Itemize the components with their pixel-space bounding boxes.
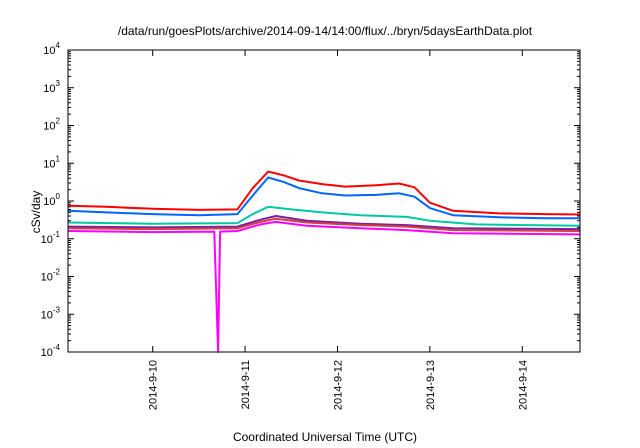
chart-title: /data/run/goesPlots/archive/2014-09-14/1… — [118, 24, 533, 38]
x-tick-label: 2014-9-14 — [517, 360, 529, 410]
series-line-3 — [67, 205, 581, 227]
x-tick-label: 2014-9-13 — [425, 360, 437, 410]
y-tick-label: 10-1 — [41, 230, 61, 246]
y-tick-label: 102 — [43, 117, 60, 133]
y-tick-label: 101 — [43, 154, 60, 170]
series-line-4 — [67, 215, 581, 231]
x-axis-label: Coordinated Universal Time (UTC) — [233, 430, 417, 444]
y-tick-label: 104 — [43, 41, 60, 57]
series-line-2 — [67, 176, 580, 220]
y-tick-label: 103 — [43, 79, 60, 95]
series-line-1 — [67, 170, 581, 216]
x-axis-ticks: 2014-9-10 2014-9-11 2014-9-12 2014-9-13 2014… — [148, 50, 529, 410]
y-tick-label: 100 — [43, 192, 60, 208]
y-axis-ticks: 10-4 10-3 10-2 10-1 100 101 102 103 104 — [41, 41, 580, 359]
series-group — [67, 170, 581, 353]
series-line-6 — [67, 220, 581, 353]
y-tick-label: 10-2 — [41, 268, 61, 284]
y-axis-label: cSv/day — [29, 191, 43, 234]
series-line-5 — [67, 217, 581, 232]
x-tick-label: 2014-9-11 — [240, 360, 252, 409]
y-tick-label: 10-3 — [41, 305, 61, 321]
x-tick-label: 2014-9-10 — [148, 360, 160, 410]
plot-frame — [67, 49, 581, 353]
y-tick-label: 10-4 — [41, 343, 61, 359]
x-tick-label: 2014-9-12 — [332, 360, 344, 410]
